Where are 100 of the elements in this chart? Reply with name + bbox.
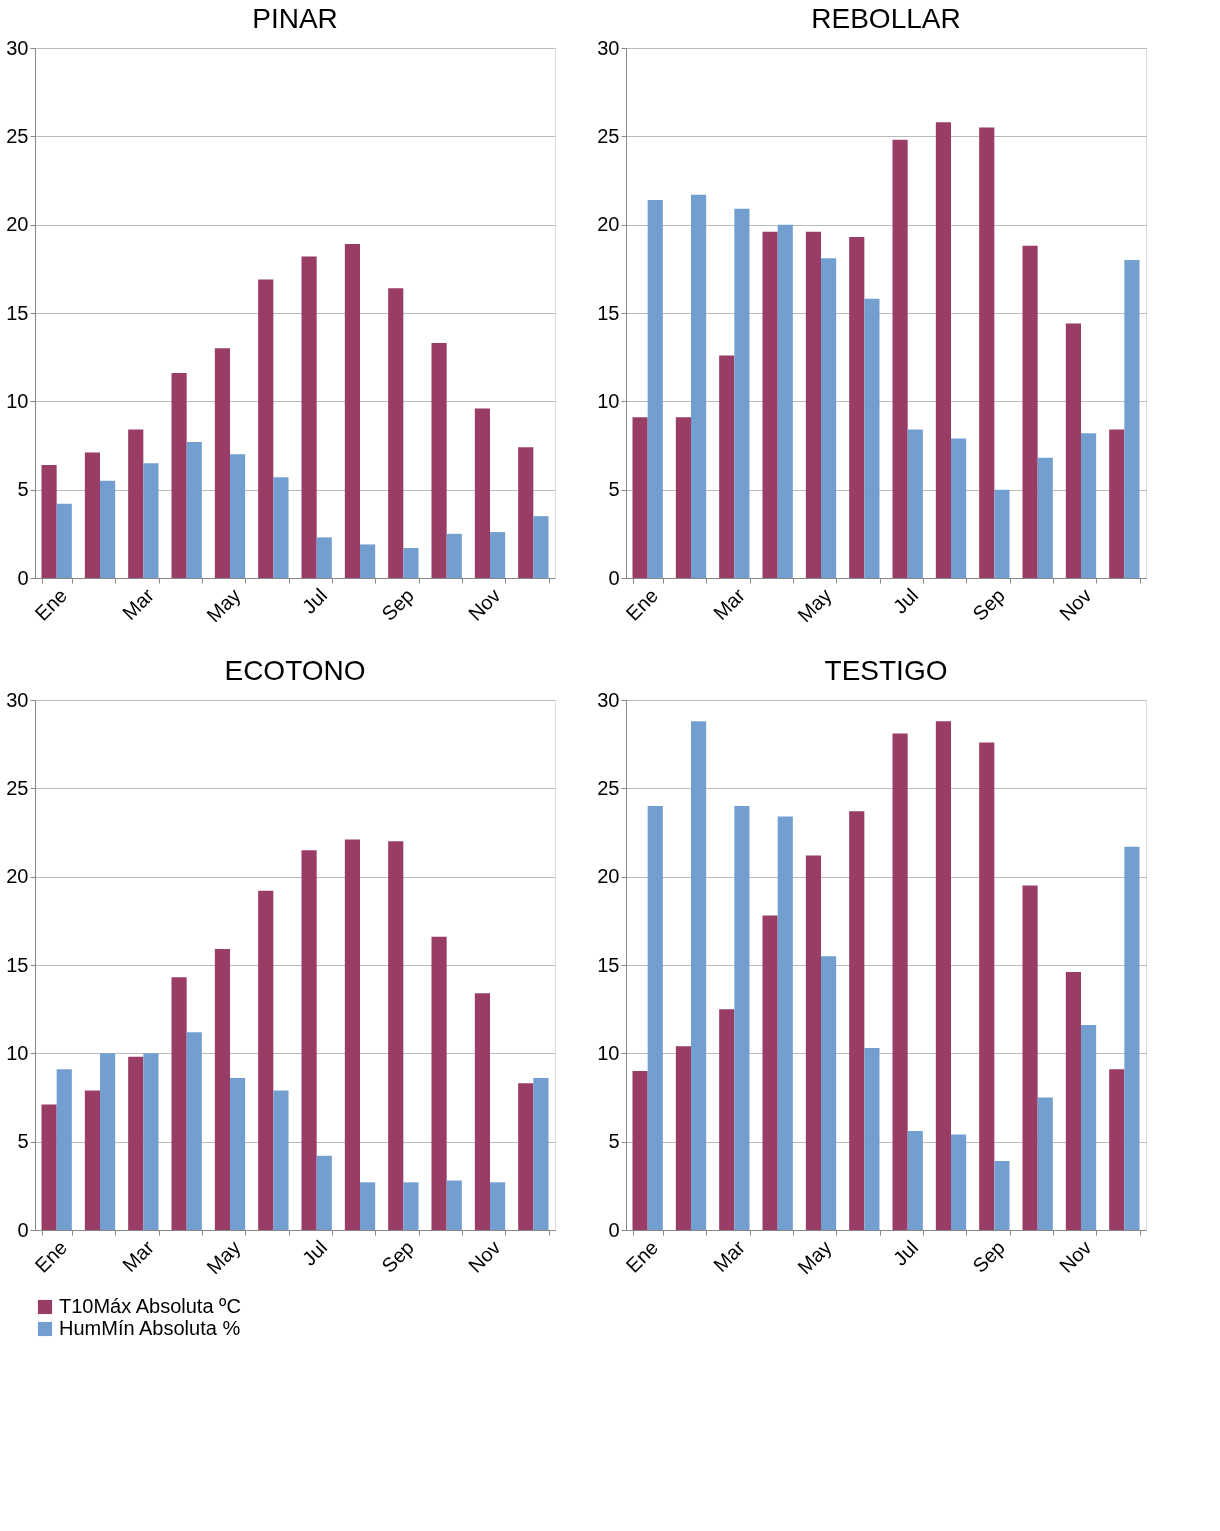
x-tick-label: Ene xyxy=(30,1236,72,1277)
y-tick-label: 15 xyxy=(597,301,620,324)
bar xyxy=(864,298,880,578)
y-tick-label: 0 xyxy=(608,1218,620,1241)
bar xyxy=(490,1182,506,1230)
y-tick-label: 30 xyxy=(6,688,29,711)
x-tick-label: Mar xyxy=(118,583,159,624)
bar xyxy=(84,452,100,578)
bar xyxy=(533,516,549,578)
bar xyxy=(518,447,534,578)
bar xyxy=(647,199,663,578)
bar xyxy=(1124,260,1140,578)
x-tick-label: Sep xyxy=(377,1236,418,1277)
bar xyxy=(56,1069,72,1230)
bar xyxy=(907,1131,923,1230)
bar xyxy=(214,949,230,1230)
x-tick-label: Ene xyxy=(621,584,663,625)
bar xyxy=(56,503,72,578)
bar xyxy=(1065,972,1081,1230)
bar xyxy=(951,438,967,578)
x-tick-label: May xyxy=(202,584,245,627)
bar xyxy=(691,194,707,578)
bar xyxy=(431,936,447,1230)
y-tick-label: 15 xyxy=(6,953,29,976)
bar xyxy=(762,915,778,1230)
x-tick-label: Mar xyxy=(118,1235,159,1276)
bar xyxy=(431,343,447,578)
bar xyxy=(533,1078,549,1230)
bar xyxy=(979,127,995,578)
bar xyxy=(388,288,404,578)
y-tick-label: 0 xyxy=(17,1218,29,1241)
bar xyxy=(1037,1097,1053,1230)
bar xyxy=(128,1056,144,1230)
bar xyxy=(864,1048,880,1230)
y-tick-label: 20 xyxy=(6,213,29,236)
bar xyxy=(128,429,144,578)
bar xyxy=(849,811,865,1230)
bar xyxy=(258,890,274,1230)
bar xyxy=(316,537,332,578)
bar xyxy=(675,1046,691,1230)
y-tick-label: 20 xyxy=(597,865,620,888)
y-tick-label: 30 xyxy=(6,36,29,59)
x-tick-label: Nov xyxy=(463,584,505,625)
bar xyxy=(446,1180,462,1230)
x-tick-label: Mar xyxy=(709,583,750,624)
y-tick-label: 10 xyxy=(6,1041,29,1064)
bar xyxy=(41,1104,57,1230)
bar xyxy=(805,855,821,1230)
y-tick-label: 25 xyxy=(597,124,620,147)
bar xyxy=(821,258,837,578)
bar xyxy=(777,224,793,578)
bar xyxy=(316,1155,332,1230)
bar xyxy=(171,977,187,1230)
bar xyxy=(301,256,317,578)
bar xyxy=(490,532,506,578)
bar xyxy=(1022,885,1038,1230)
x-tick-label: Ene xyxy=(30,584,72,625)
bar xyxy=(518,1083,534,1230)
x-tick-label: Nov xyxy=(463,1236,505,1277)
x-tick-label: Jul xyxy=(297,584,332,618)
bar xyxy=(1037,457,1053,578)
bar xyxy=(691,721,707,1230)
y-tick-label: 15 xyxy=(6,301,29,324)
bar xyxy=(892,139,908,578)
bar xyxy=(777,816,793,1230)
y-tick-label: 30 xyxy=(597,36,620,59)
bar xyxy=(41,464,57,578)
x-tick-label: Mar xyxy=(709,1235,750,1276)
bar xyxy=(186,441,202,578)
bar xyxy=(100,1053,116,1230)
bar xyxy=(171,373,187,578)
x-tick-label: Nov xyxy=(1054,584,1096,625)
bar xyxy=(907,429,923,578)
bar xyxy=(632,1071,648,1230)
bar xyxy=(892,733,908,1230)
bar xyxy=(821,956,837,1230)
bar xyxy=(273,477,289,578)
bar xyxy=(935,721,951,1230)
y-tick-label: 20 xyxy=(6,865,29,888)
bar xyxy=(388,841,404,1230)
chart-title: PINAR xyxy=(252,3,338,34)
bar xyxy=(258,279,274,578)
bar xyxy=(994,1161,1010,1230)
legend-label: T10Máx Absoluta ºC xyxy=(59,1295,241,1317)
y-tick-label: 0 xyxy=(608,566,620,589)
legend-label: HumMín Absoluta % xyxy=(59,1317,241,1339)
x-tick-label: Sep xyxy=(377,584,418,625)
bar xyxy=(734,208,750,578)
bar xyxy=(186,1032,202,1230)
bar xyxy=(301,850,317,1230)
x-tick-label: Sep xyxy=(968,1236,1009,1277)
bar xyxy=(1081,1025,1097,1230)
y-tick-label: 25 xyxy=(597,776,620,799)
y-tick-label: 10 xyxy=(6,389,29,412)
bar xyxy=(344,839,360,1230)
bar xyxy=(360,544,376,578)
bar xyxy=(632,417,648,578)
bar xyxy=(1109,1069,1125,1230)
bar xyxy=(762,231,778,578)
x-tick-label: Jul xyxy=(888,1236,923,1270)
